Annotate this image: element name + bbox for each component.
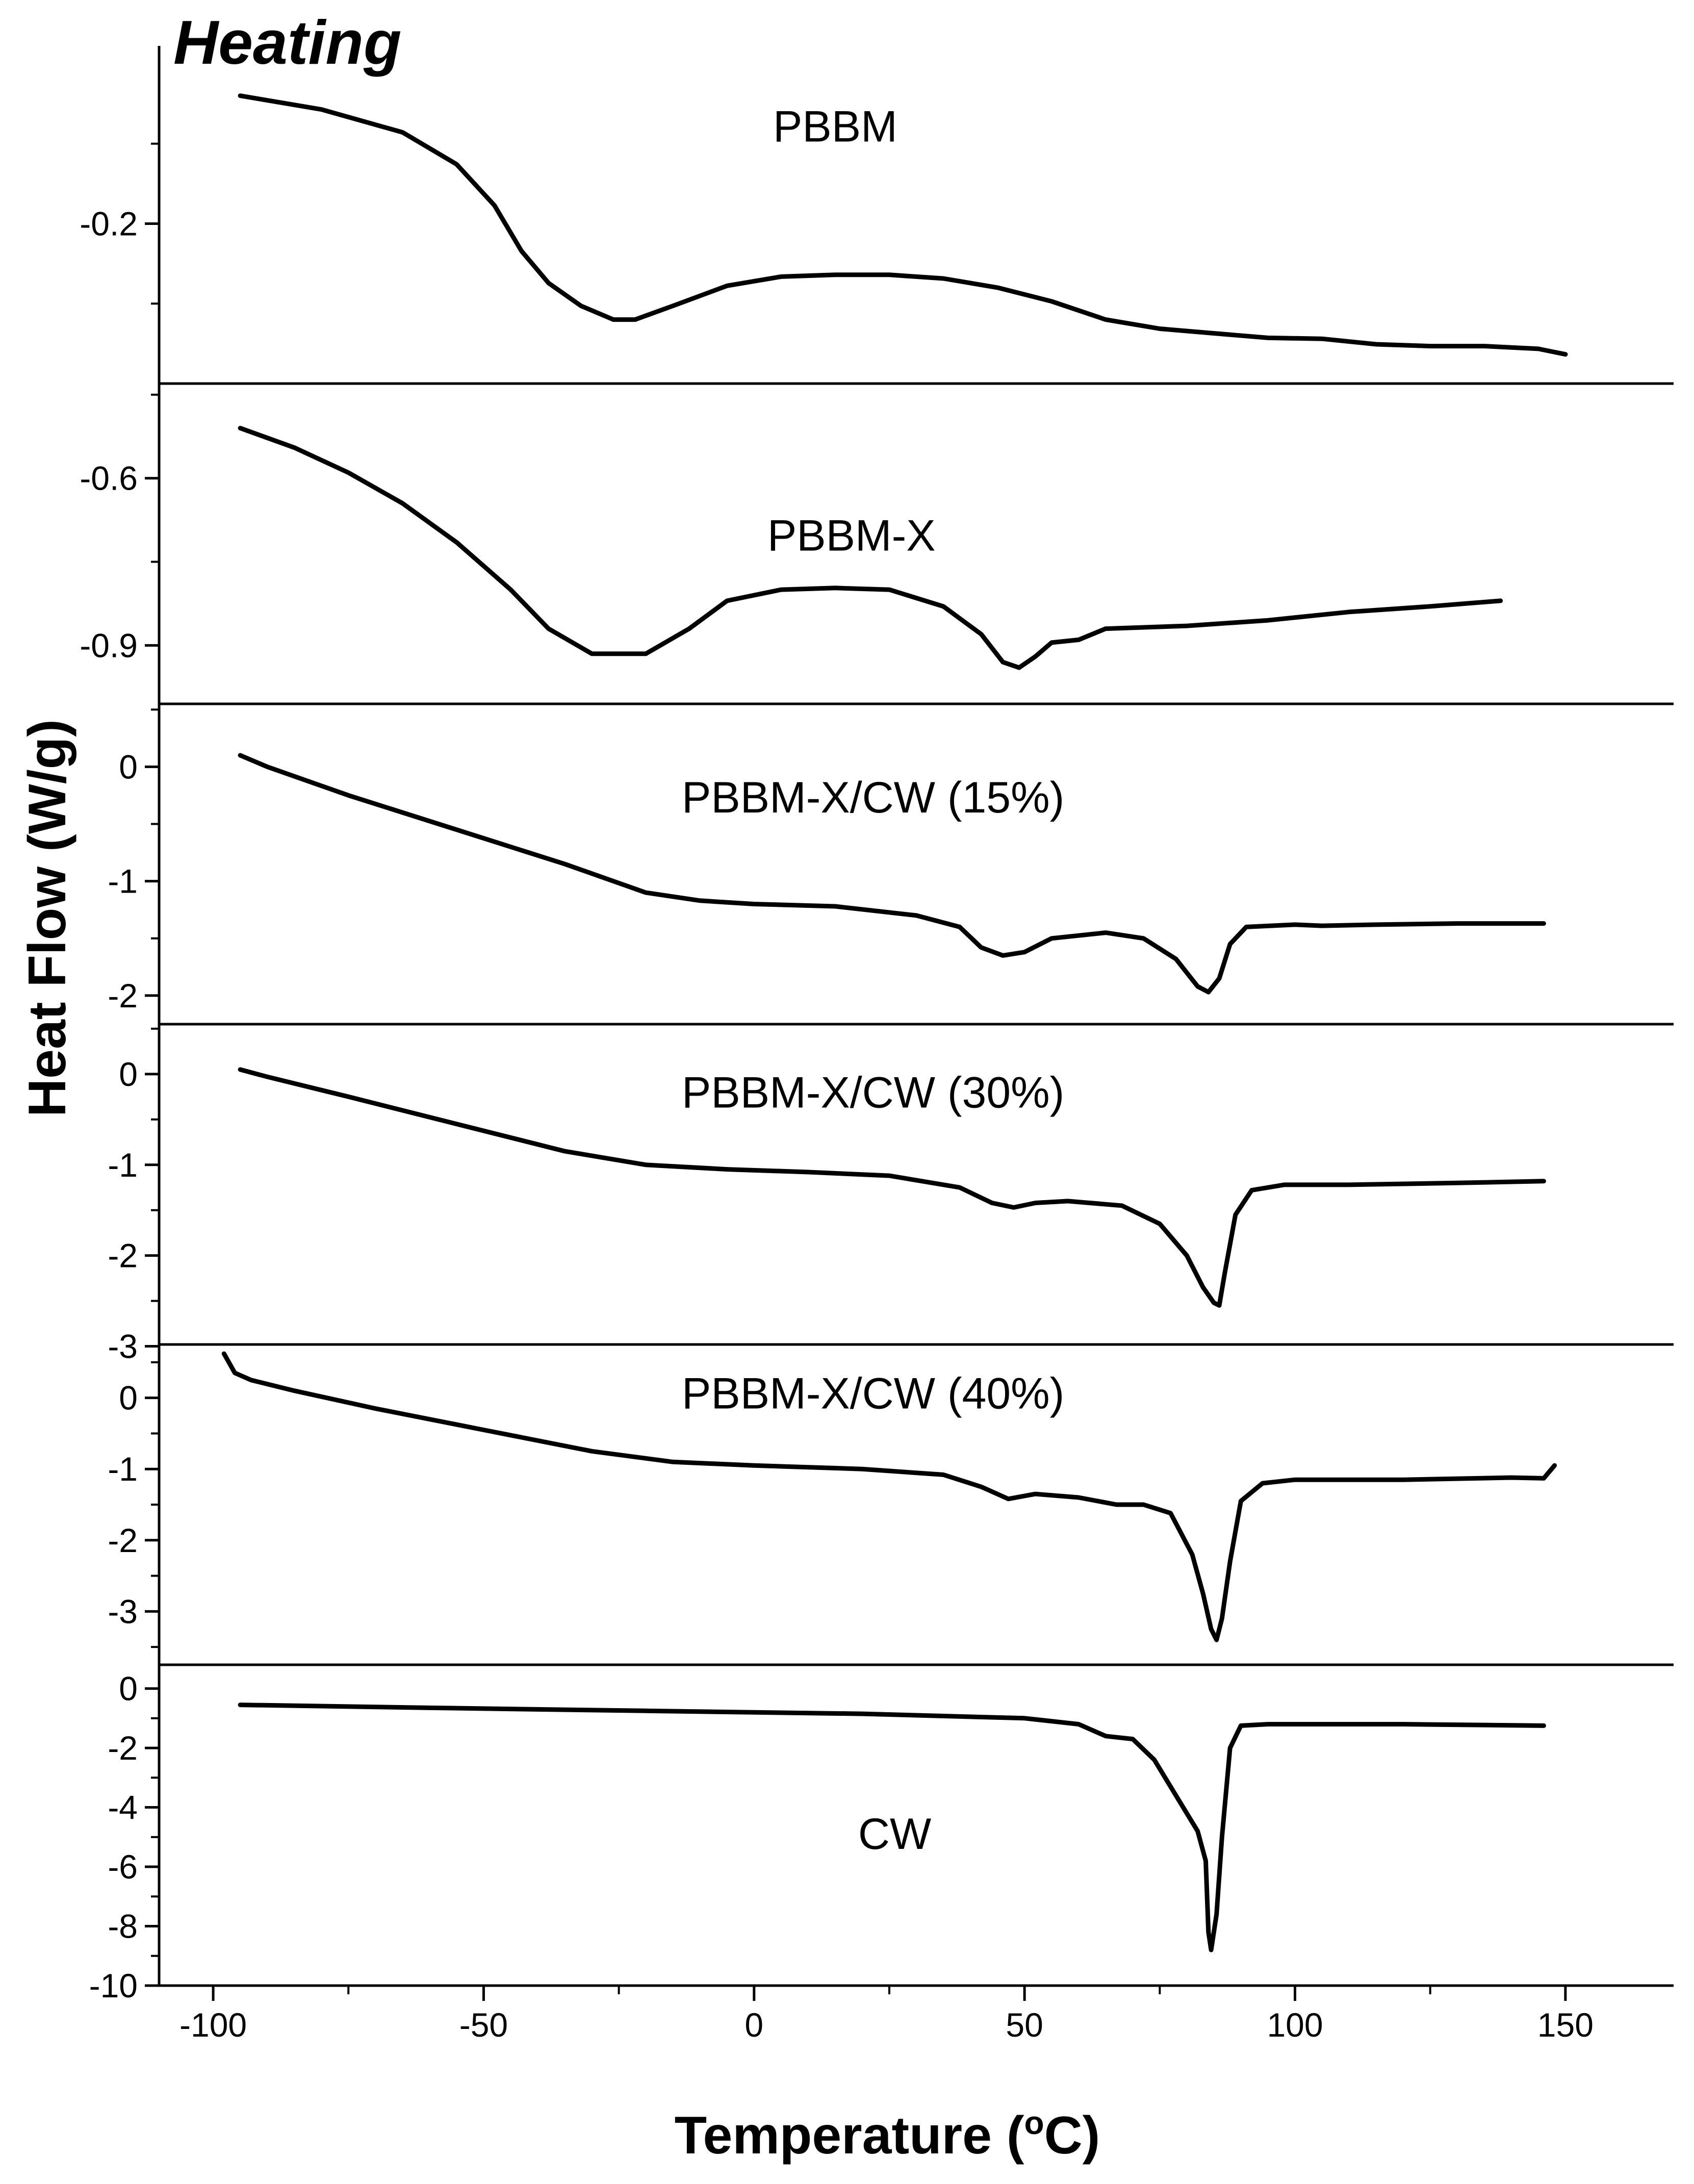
x-tick-label: 150 (1537, 2006, 1594, 2044)
x-axis-title: Temperature (oC) (675, 2104, 1100, 2165)
y-tick-label: -0.6 (80, 460, 138, 497)
series-label-6: CW (858, 1810, 931, 1859)
y-tick-label: -0.2 (80, 205, 138, 243)
y-tick-label: -2 (108, 977, 138, 1014)
x-tick-label: 100 (1267, 2006, 1323, 2044)
y-tick-label: 0 (119, 1670, 138, 1708)
x-axis-title-degree: o (1024, 2104, 1044, 2141)
series-line-3 (238, 753, 1546, 995)
y-tick-label: -6 (108, 1848, 138, 1886)
y-tick-label: 0 (119, 1055, 138, 1093)
y-tick-label: -0.9 (80, 626, 138, 664)
y-tick-label: 0 (119, 1379, 138, 1417)
y-tick-label: -3 (108, 1592, 138, 1630)
x-axis-title-unit: C) (1044, 2106, 1100, 2165)
y-tick-label: -10 (89, 1967, 138, 2004)
series-label-1: PBBM (773, 102, 897, 151)
series-line-5 (221, 1351, 1557, 1642)
y-tick-label: -1 (108, 1146, 138, 1184)
y-tick-label: -1 (108, 1450, 138, 1488)
panels: -0.2 PBBM -0.6 -0.9 PBBM-X 0 -1 -2 PBBM-X/CW (15… (80, 93, 1568, 2004)
x-tick-label: -100 (179, 2006, 247, 2044)
x-tick-label: -50 (459, 2006, 508, 2044)
panel-5: 0 -1 -2 -3 PBBM-X/CW (40%) (108, 1351, 1557, 1648)
axes-frame (158, 46, 1674, 1987)
x-axis: -100 -50 0 50 100 150 (179, 1986, 1594, 2044)
y-tick-label: -8 (108, 1908, 138, 1945)
series-label-4: PBBM-X/CW (30%) (682, 1069, 1064, 1118)
panel-4: 0 -1 -2 -3 PBBM-X/CW (30%) (108, 1027, 1546, 1365)
x-axis-title-main: Temperature ( (675, 2106, 1024, 2165)
y-tick-label: 0 (119, 748, 138, 785)
chart-title: Heating (173, 8, 401, 77)
series-label-3: PBBM-X/CW (15%) (682, 773, 1064, 822)
x-tick-label: 0 (745, 2006, 763, 2044)
series-line-2 (238, 425, 1503, 670)
series-label-2: PBBM-X (767, 512, 936, 561)
y-axis-title: Heat Flow (W/g) (18, 719, 77, 1117)
series-label-5: PBBM-X/CW (40%) (682, 1369, 1064, 1418)
panel-6: 0 -2 -4 -6 -8 -10 CW (89, 1670, 1546, 2004)
x-tick-label: 50 (1006, 2006, 1043, 2044)
y-tick-label: -3 (108, 1328, 138, 1365)
y-tick-label: -2 (108, 1237, 138, 1275)
y-tick-label: -4 (108, 1789, 138, 1826)
y-tick-label: -2 (108, 1521, 138, 1559)
series-line-1 (238, 93, 1568, 357)
panel-1: -0.2 PBBM (80, 93, 1568, 357)
y-tick-label: -2 (108, 1729, 138, 1767)
panel-3: 0 -1 -2 PBBM-X/CW (15%) (108, 708, 1546, 1014)
series-line-4 (238, 1067, 1546, 1308)
series-line-6 (238, 1703, 1546, 1952)
y-tick-label: -1 (108, 862, 138, 900)
panel-2: -0.6 -0.9 PBBM-X (80, 393, 1503, 670)
